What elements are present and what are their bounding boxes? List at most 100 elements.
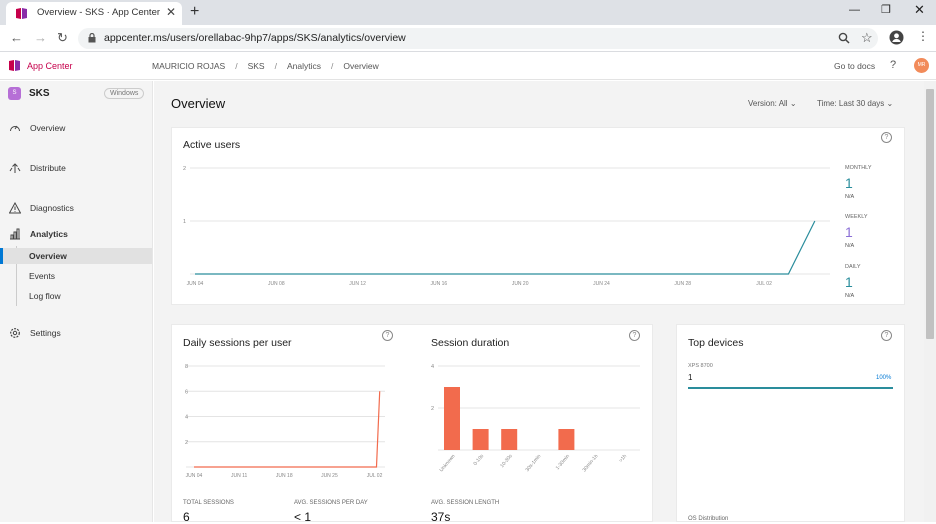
tab-title: Overview - SKS · App Center — [37, 7, 161, 18]
time-filter[interactable]: Time: Last 30 days ⌄ — [817, 99, 893, 108]
sidebar-subitem-overview[interactable]: Overview — [0, 248, 152, 264]
scrollbar[interactable] — [924, 81, 936, 522]
breadcrumb-separator: / — [235, 61, 238, 71]
warning-icon — [9, 202, 21, 214]
monthly-label: MONTHLY — [845, 165, 872, 171]
help-circle-icon[interactable]: ? — [881, 330, 892, 341]
minimize-icon[interactable]: — — [849, 4, 860, 16]
x-tick-label: 0-10s — [472, 453, 485, 467]
x-tick-label: JUN 28 — [674, 281, 691, 287]
lock-icon — [88, 33, 96, 43]
sidebar-item-analytics[interactable]: Analytics — [0, 225, 152, 243]
x-tick-label: 1-30min — [555, 453, 571, 471]
sidebar-item-label: Settings — [30, 328, 61, 338]
sidebar-item-distribute[interactable]: Distribute — [0, 159, 152, 177]
x-tick-label: JUN 08 — [268, 281, 285, 287]
x-tick-label: 30s-1min — [525, 453, 543, 473]
sidebar: S SKS Windows Overview Distribute Diagno… — [0, 81, 153, 522]
reload-icon[interactable]: ↻ — [57, 30, 68, 45]
scrollbar-thumb[interactable] — [926, 89, 934, 339]
breadcrumb-app[interactable]: SKS — [247, 61, 265, 71]
restore-icon[interactable]: ❐ — [881, 4, 891, 16]
url-bar[interactable]: appcenter.ms/users/orellabac-9hp7/apps/S… — [78, 28, 878, 49]
browser-menu-icon[interactable]: ⋮ — [917, 29, 929, 43]
brand[interactable]: App Center — [8, 59, 73, 72]
active-users-card — [171, 127, 905, 305]
x-tick-label: JUN 04 — [187, 281, 204, 287]
x-tick-label: JUN 04 — [186, 473, 203, 479]
breadcrumb-section[interactable]: Analytics — [286, 61, 321, 71]
x-tick-label: JUN 16 — [431, 281, 448, 287]
version-filter[interactable]: Version: All ⌄ — [748, 99, 797, 108]
breadcrumb: MAURICIO ROJAS / SKS / Analytics / Overv… — [152, 61, 379, 71]
device-bar-fill — [688, 387, 893, 389]
back-icon[interactable]: ← — [10, 30, 23, 45]
total-sessions-label: TOTAL SESSIONS — [183, 500, 234, 506]
y-tick-label: 4 — [431, 364, 434, 370]
device-count: 1 — [688, 373, 693, 382]
distribute-icon — [9, 163, 21, 173]
device-name: XPS 8700 — [688, 363, 713, 369]
breadcrumb-owner[interactable]: MAURICIO ROJAS — [152, 61, 226, 71]
chevron-down-icon: ⌄ — [886, 99, 894, 108]
time-filter-label: Time: Last 30 days — [817, 99, 885, 108]
sidebar-item-label: Diagnostics — [30, 203, 74, 213]
x-tick-label: JUN 11 — [231, 473, 248, 479]
tab-close-icon[interactable]: ✕ — [166, 5, 177, 19]
help-circle-icon[interactable]: ? — [382, 330, 393, 341]
avatar[interactable]: MR — [914, 58, 929, 73]
x-tick-label: JUN 25 — [321, 473, 338, 479]
bookmark-star-icon[interactable]: ☆ — [861, 30, 873, 45]
avg-sessions-value: < 1 — [294, 510, 312, 524]
top-devices-title: Top devices — [688, 337, 744, 349]
help-icon[interactable]: ? — [890, 59, 897, 71]
sidebar-item-label: Distribute — [30, 163, 66, 173]
x-tick-label: JUN 20 — [512, 281, 529, 287]
avg-session-length-label: AVG. SESSION LENGTH — [431, 500, 500, 506]
avg-sessions-label: AVG. SESSIONS PER DAY — [294, 500, 368, 506]
top-devices-card — [676, 324, 905, 522]
platform-badge: Windows — [104, 88, 145, 99]
sidebar-subitem-log-flow[interactable]: Log flow — [0, 288, 152, 304]
forward-icon[interactable]: → — [34, 30, 47, 45]
app-center-favicon-icon — [16, 8, 27, 19]
version-filter-label: Version: All — [748, 99, 788, 108]
zoom-search-icon[interactable] — [838, 32, 850, 44]
sessions-card — [171, 324, 653, 522]
sidebar-item-overview[interactable]: Overview — [0, 119, 152, 137]
bar-chart-icon — [10, 228, 20, 240]
help-circle-icon[interactable]: ? — [881, 132, 892, 143]
help-circle-icon[interactable]: ? — [629, 330, 640, 341]
go-to-docs-link[interactable]: Go to docs — [834, 61, 876, 71]
duration-bar — [558, 429, 575, 450]
sidebar-subitem-events[interactable]: Events — [0, 268, 152, 284]
sidebar-item-diagnostics[interactable]: Diagnostics — [0, 199, 152, 217]
x-tick-label: JUN 24 — [593, 281, 610, 287]
duration-bar — [444, 387, 460, 450]
browser-tab[interactable]: Overview - SKS · App Center ✕ — [6, 2, 182, 25]
daily-sessions-title: Daily sessions per user — [183, 337, 292, 349]
x-tick-label: JUL 02 — [756, 281, 772, 287]
y-tick-label: 8 — [185, 364, 188, 370]
series-line — [194, 391, 381, 468]
weekly-change: N/A — [845, 243, 855, 249]
duration-bar — [472, 429, 489, 450]
breadcrumb-separator: / — [330, 61, 334, 71]
app-name[interactable]: SKS — [29, 88, 50, 99]
weekly-value: 1 — [845, 224, 853, 240]
subitem-label: Events — [29, 271, 55, 281]
avg-session-length-value: 37s — [431, 510, 451, 524]
profile-icon[interactable] — [889, 30, 904, 45]
device-bar-track — [688, 387, 893, 389]
daily-change: N/A — [845, 293, 855, 299]
sidebar-item-settings[interactable]: Settings — [0, 324, 152, 342]
close-window-icon[interactable]: ✕ — [914, 2, 925, 17]
x-tick-label: JUN 18 — [276, 473, 293, 479]
y-tick-label: 4 — [185, 415, 188, 421]
x-tick-label: JUN 12 — [349, 281, 366, 287]
total-sessions-value: 6 — [183, 510, 190, 524]
daily-label: DAILY — [845, 264, 861, 270]
new-tab-icon[interactable]: + — [190, 3, 200, 20]
gear-icon — [10, 328, 20, 338]
subitem-label: Log flow — [29, 291, 61, 301]
